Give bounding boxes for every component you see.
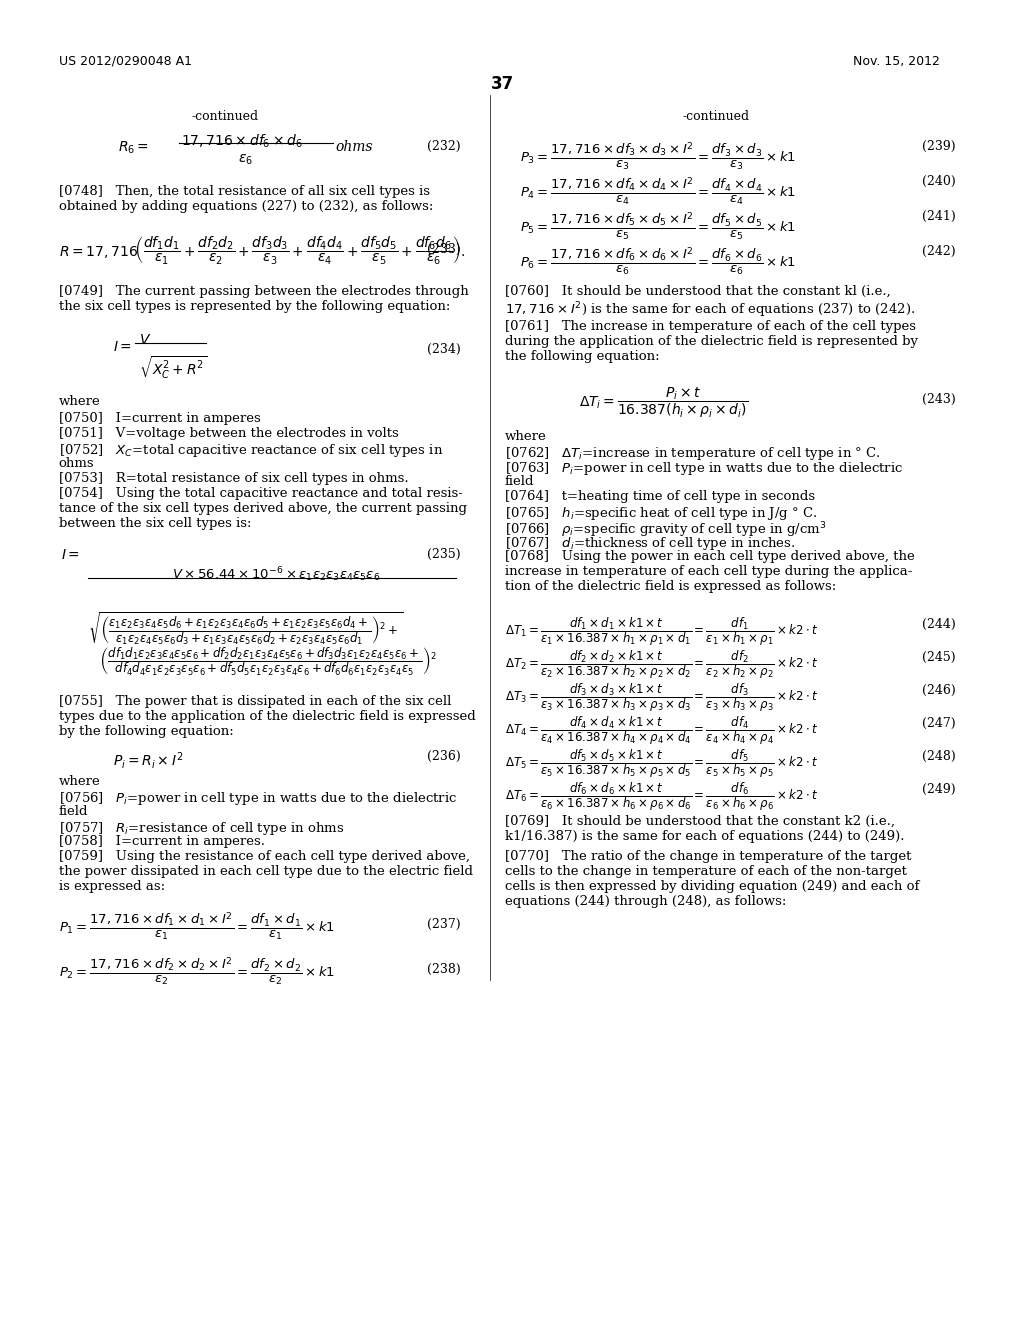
Text: $P_4 = \dfrac{17,716 \times df_4 \times d_4 \times I^2}{\varepsilon_4} = \dfrac{: $P_4 = \dfrac{17,716 \times df_4 \times … bbox=[520, 176, 796, 207]
Text: (234): (234) bbox=[427, 343, 461, 356]
Text: $\Delta T_4 = \dfrac{df_4 \times d_4 \times k1 \times t}{\varepsilon_4 \times 16: $\Delta T_4 = \dfrac{df_4 \times d_4 \ti… bbox=[505, 714, 818, 747]
Text: field: field bbox=[58, 805, 88, 818]
Text: field: field bbox=[505, 475, 535, 488]
Text: (235): (235) bbox=[427, 548, 460, 561]
Text: $R_6 = $: $R_6 = $ bbox=[118, 140, 148, 156]
Text: $I =$: $I =$ bbox=[60, 548, 80, 562]
Text: cells to the change in temperature of each of the non-target: cells to the change in temperature of ea… bbox=[505, 865, 907, 878]
Text: (246): (246) bbox=[922, 684, 955, 697]
Text: [0769]   It should be understood that the constant k2 (i.e.,: [0769] It should be understood that the … bbox=[505, 814, 895, 828]
Text: tance of the six cell types derived above, the current passing: tance of the six cell types derived abov… bbox=[58, 502, 467, 515]
Text: (232): (232) bbox=[427, 140, 460, 153]
Text: 37: 37 bbox=[490, 75, 514, 92]
Text: by the following equation:: by the following equation: bbox=[58, 725, 233, 738]
Text: obtained by adding equations (227) to (232), as follows:: obtained by adding equations (227) to (2… bbox=[58, 201, 433, 213]
Text: [0761]   The increase in temperature of each of the cell types: [0761] The increase in temperature of ea… bbox=[505, 319, 916, 333]
Text: (233): (233) bbox=[427, 243, 461, 256]
Text: during the application of the dielectric field is represented by: during the application of the dielectric… bbox=[505, 335, 918, 348]
Text: (241): (241) bbox=[922, 210, 955, 223]
Text: the six cell types is represented by the following equation:: the six cell types is represented by the… bbox=[58, 300, 451, 313]
Text: ohms: ohms bbox=[58, 457, 94, 470]
Text: $\Delta T_3 = \dfrac{df_3 \times d_3 \times k1 \times t}{\varepsilon_3 \times 16: $\Delta T_3 = \dfrac{df_3 \times d_3 \ti… bbox=[505, 681, 818, 714]
Text: [0758]   I=current in amperes.: [0758] I=current in amperes. bbox=[58, 836, 265, 847]
Text: [0753]   R=total resistance of six cell types in ohms.: [0753] R=total resistance of six cell ty… bbox=[58, 473, 409, 484]
Text: $\quad\left(\dfrac{df_1 d_1\varepsilon_2\varepsilon_3\varepsilon_4\varepsilon_5\: $\quad\left(\dfrac{df_1 d_1\varepsilon_2… bbox=[88, 645, 437, 677]
Text: increase in temperature of each cell type during the applica-: increase in temperature of each cell typ… bbox=[505, 565, 912, 578]
Text: $17,716 \times df_6 \times d_6$: $17,716 \times df_6 \times d_6$ bbox=[181, 133, 303, 150]
Text: $V \times 56.44 \times 10^{-6} \times \varepsilon_1\varepsilon_2\varepsilon_3\va: $V \times 56.44 \times 10^{-6} \times \v… bbox=[172, 565, 380, 583]
Text: $P_1 = \dfrac{17,716 \times df_1 \times d_1 \times I^2}{\varepsilon_1} = \dfrac{: $P_1 = \dfrac{17,716 \times df_1 \times … bbox=[58, 909, 335, 942]
Text: $\Delta T_5 = \dfrac{df_5 \times d_5 \times k1 \times t}{\varepsilon_5 \times 16: $\Delta T_5 = \dfrac{df_5 \times d_5 \ti… bbox=[505, 747, 818, 780]
Text: $V$: $V$ bbox=[139, 333, 152, 347]
Text: $P_2 = \dfrac{17,716 \times df_2 \times d_2 \times I^2}{\varepsilon_2} = \dfrac{: $P_2 = \dfrac{17,716 \times df_2 \times … bbox=[58, 954, 335, 987]
Text: (239): (239) bbox=[922, 140, 955, 153]
Text: (247): (247) bbox=[922, 717, 955, 730]
Text: between the six cell types is:: between the six cell types is: bbox=[58, 517, 251, 531]
Text: [0749]   The current passing between the electrodes through: [0749] The current passing between the e… bbox=[58, 285, 469, 298]
Text: [0765]   $h_i$=specific heat of cell type in J/g ° C.: [0765] $h_i$=specific heat of cell type … bbox=[505, 506, 817, 521]
Text: (237): (237) bbox=[427, 917, 460, 931]
Text: [0770]   The ratio of the change in temperature of the target: [0770] The ratio of the change in temper… bbox=[505, 850, 911, 863]
Text: [0767]   $d_i$=thickness of cell type in inches.: [0767] $d_i$=thickness of cell type in i… bbox=[505, 535, 796, 552]
Text: (242): (242) bbox=[922, 246, 955, 257]
Text: the following equation:: the following equation: bbox=[505, 350, 659, 363]
Text: [0763]   $P_i$=power in cell type in watts due to the dielectric: [0763] $P_i$=power in cell type in watts… bbox=[505, 459, 903, 477]
Text: $P_6 = \dfrac{17,716 \times df_6 \times d_6 \times I^2}{\varepsilon_6} = \dfrac{: $P_6 = \dfrac{17,716 \times df_6 \times … bbox=[520, 246, 796, 277]
Text: US 2012/0290048 A1: US 2012/0290048 A1 bbox=[58, 55, 191, 69]
Text: Nov. 15, 2012: Nov. 15, 2012 bbox=[853, 55, 940, 69]
Text: $\Delta T_2 = \dfrac{df_2 \times d_2 \times k1 \times t}{\varepsilon_2 \times 16: $\Delta T_2 = \dfrac{df_2 \times d_2 \ti… bbox=[505, 648, 818, 681]
Text: $P_5 = \dfrac{17,716 \times df_5 \times d_5 \times I^2}{\varepsilon_5} = \dfrac{: $P_5 = \dfrac{17,716 \times df_5 \times … bbox=[520, 210, 796, 242]
Text: [0754]   Using the total capacitive reactance and total resis-: [0754] Using the total capacitive reacta… bbox=[58, 487, 463, 500]
Text: (245): (245) bbox=[922, 651, 955, 664]
Text: (244): (244) bbox=[922, 618, 955, 631]
Text: -continued: -continued bbox=[682, 110, 750, 123]
Text: the power dissipated in each cell type due to the electric field: the power dissipated in each cell type d… bbox=[58, 865, 473, 878]
Text: $\sqrt{X_C^2 + R^2}$: $\sqrt{X_C^2 + R^2}$ bbox=[139, 355, 207, 381]
Text: [0755]   The power that is dissipated in each of the six cell: [0755] The power that is dissipated in e… bbox=[58, 696, 452, 708]
Text: $P_3 = \dfrac{17,716 \times df_3 \times d_3 \times I^2}{\varepsilon_3} = \dfrac{: $P_3 = \dfrac{17,716 \times df_3 \times … bbox=[520, 140, 796, 172]
Text: [0748]   Then, the total resistance of all six cell types is: [0748] Then, the total resistance of all… bbox=[58, 185, 430, 198]
Text: [0751]   V=voltage between the electrodes in volts: [0751] V=voltage between the electrodes … bbox=[58, 426, 398, 440]
Text: (236): (236) bbox=[427, 750, 461, 763]
Text: [0764]   t=heating time of cell type in seconds: [0764] t=heating time of cell type in se… bbox=[505, 490, 815, 503]
Text: $\varepsilon_6$: $\varepsilon_6$ bbox=[238, 153, 253, 168]
Text: ohms: ohms bbox=[335, 140, 373, 154]
Text: is expressed as:: is expressed as: bbox=[58, 880, 165, 894]
Text: [0760]   It should be understood that the constant kl (i.e.,: [0760] It should be understood that the … bbox=[505, 285, 891, 298]
Text: $\Delta T_i = \dfrac{P_i \times t}{16.387(h_i \times \rho_i \times d_i)}$: $\Delta T_i = \dfrac{P_i \times t}{16.38… bbox=[579, 385, 748, 420]
Text: $P_i = R_i \times I^2$: $P_i = R_i \times I^2$ bbox=[113, 750, 183, 771]
Text: (240): (240) bbox=[922, 176, 955, 187]
Text: types due to the application of the dielectric field is expressed: types due to the application of the diel… bbox=[58, 710, 475, 723]
Text: -continued: -continued bbox=[191, 110, 259, 123]
Text: k1/16.387) is the same for each of equations (244) to (249).: k1/16.387) is the same for each of equat… bbox=[505, 830, 904, 843]
Text: $R = 17,716\!\left(\dfrac{df_1 d_1}{\varepsilon_1} + \dfrac{df_2 d_2}{\varepsilo: $R = 17,716\!\left(\dfrac{df_1 d_1}{\var… bbox=[58, 235, 466, 267]
Text: [0757]   $R_i$=resistance of cell type in ohms: [0757] $R_i$=resistance of cell type in … bbox=[58, 820, 344, 837]
Text: [0750]   I=current in amperes: [0750] I=current in amperes bbox=[58, 412, 260, 425]
Text: [0756]   $P_i$=power in cell type in watts due to the dielectric: [0756] $P_i$=power in cell type in watts… bbox=[58, 789, 457, 807]
Text: $\Delta T_1 = \dfrac{df_1 \times d_1 \times k1 \times t}{\varepsilon_1 \times 16: $\Delta T_1 = \dfrac{df_1 \times d_1 \ti… bbox=[505, 615, 818, 648]
Text: $\Delta T_6 = \dfrac{df_6 \times d_6 \times k1 \times t}{\varepsilon_6 \times 16: $\Delta T_6 = \dfrac{df_6 \times d_6 \ti… bbox=[505, 780, 818, 813]
Text: equations (244) through (248), as follows:: equations (244) through (248), as follow… bbox=[505, 895, 786, 908]
Text: tion of the dielectric field is expressed as follows:: tion of the dielectric field is expresse… bbox=[505, 579, 837, 593]
Text: where: where bbox=[505, 430, 547, 444]
Text: [0752]   $X_C$=total capacitive reactance of six cell types in: [0752] $X_C$=total capacitive reactance … bbox=[58, 442, 443, 459]
Text: [0768]   Using the power in each cell type derived above, the: [0768] Using the power in each cell type… bbox=[505, 550, 914, 564]
Text: $\sqrt{\left(\dfrac{\varepsilon_1\varepsilon_2\varepsilon_3\varepsilon_4\varepsi: $\sqrt{\left(\dfrac{\varepsilon_1\vareps… bbox=[88, 610, 403, 647]
Text: where: where bbox=[58, 775, 100, 788]
Text: $I = $: $I = $ bbox=[113, 341, 132, 354]
Text: [0766]   $\rho_i$=specific gravity of cell type in g/cm$^3$: [0766] $\rho_i$=specific gravity of cell… bbox=[505, 520, 826, 540]
Text: (238): (238) bbox=[427, 964, 461, 975]
Text: (243): (243) bbox=[922, 393, 955, 407]
Text: cells is then expressed by dividing equation (249) and each of: cells is then expressed by dividing equa… bbox=[505, 880, 920, 894]
Text: where: where bbox=[58, 395, 100, 408]
Text: [0762]   $\Delta T_i$=increase in temperature of cell type in ° C.: [0762] $\Delta T_i$=increase in temperat… bbox=[505, 445, 881, 462]
Text: (248): (248) bbox=[922, 750, 955, 763]
Text: [0759]   Using the resistance of each cell type derived above,: [0759] Using the resistance of each cell… bbox=[58, 850, 470, 863]
Text: $17,716\times I^2$) is the same for each of equations (237) to (242).: $17,716\times I^2$) is the same for each… bbox=[505, 300, 915, 319]
Text: (249): (249) bbox=[922, 783, 955, 796]
